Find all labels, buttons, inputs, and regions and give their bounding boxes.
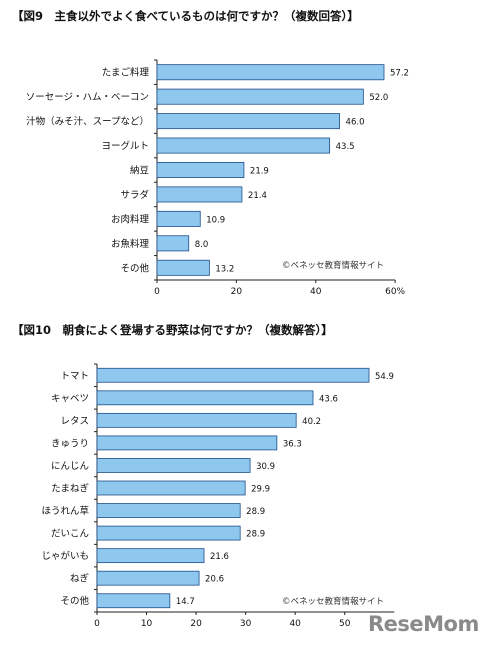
value-label: 30.9 [256,462,275,472]
value-label: 36.3 [283,439,302,449]
bar [96,458,251,473]
bar [156,137,331,154]
value-label: 29.9 [251,485,270,495]
value-label: 52.0 [369,93,388,103]
value-label: 13.2 [215,264,234,274]
value-label: 43.5 [336,142,355,152]
category-label: トマト [60,371,89,382]
category-label: だいこん [51,529,89,540]
bar [96,570,200,586]
x-tick-label: 40 [289,619,301,629]
bar [96,525,241,541]
category-label: たまご料理 [102,67,150,79]
bar [156,186,243,203]
category-label: きゅうり [51,438,89,449]
bar [156,113,340,130]
credit-text: ©ベネッセ教育情報サイト [282,596,384,607]
value-label: 54.9 [375,372,394,382]
value-label: 28.9 [246,507,265,517]
value-label: 46.0 [346,118,365,128]
category-label: レタス [60,416,89,427]
bar [96,435,278,451]
bar [156,235,190,252]
bar [96,593,171,609]
bar [96,412,297,428]
category-label: 納豆 [130,165,149,177]
resemom-logo: ReseMom [368,610,480,640]
value-label: 21.6 [210,552,229,562]
category-label: じゃがいも [41,550,89,562]
value-label: 8.0 [195,240,209,250]
value-label: 21.4 [248,191,267,201]
bar [96,548,205,564]
x-tick-label: 30 [240,619,252,629]
category-label: ヨーグルト [101,140,149,152]
x-tick-label: 0 [94,619,100,629]
x-tick-label: 10 [141,619,153,629]
bar [96,390,314,406]
value-label: 57.2 [390,69,409,79]
x-tick-label: 50 [339,619,351,629]
category-label: 汁物（みそ汁、スープなど） [26,116,149,128]
bar [156,259,210,276]
category-label: ほうれん草 [41,505,89,517]
category-label: お肉料理 [111,213,150,225]
category-label: にんじん [51,461,89,472]
bar [96,480,246,496]
bar [96,503,241,518]
bar [156,210,201,227]
logo-text: ReseMom [368,612,479,636]
category-label: その他 [60,595,89,607]
x-tick-label: 20 [231,287,243,297]
category-label: キャベツ [51,393,89,404]
bar [156,64,385,81]
category-label: その他 [120,262,149,274]
category-label: お魚料理 [111,238,150,250]
value-label: 28.9 [246,530,265,540]
category-label: ねぎ [70,573,90,585]
bar [96,367,370,383]
bar [156,162,245,178]
chart-title: 【図9 主食以外でよく食べているものは何ですか？（複数回答）】 [12,9,359,23]
credit-text: ©ベネッセ教育情報サイト [282,260,384,271]
value-label: 21.9 [250,167,269,177]
chart-food: たまご料理 57.2 ソーセージ・ハム・ベーコン 52.0 汁物（みそ汁、スープなど） 4… [26,59,409,297]
value-label: 20.6 [205,575,224,585]
x-tick-label: 20 [190,619,202,629]
category-label: ソーセージ・ハム・ベーコン [26,92,149,103]
bar [156,88,364,105]
value-label: 40.2 [302,417,321,427]
x-tick-label: 0 [154,287,160,297]
category-label: サラダ [120,189,149,201]
category-label: たまねぎ [51,483,89,495]
x-tick-label: 40 [310,287,322,297]
value-label: 14.7 [176,597,195,607]
x-tick-label: 60% [385,287,405,297]
value-label: 10.9 [206,215,225,225]
chart-title: 【図10 朝食によく登場する野菜は何ですか？（複数解答）】 [12,323,333,337]
value-label: 43.6 [319,394,338,404]
